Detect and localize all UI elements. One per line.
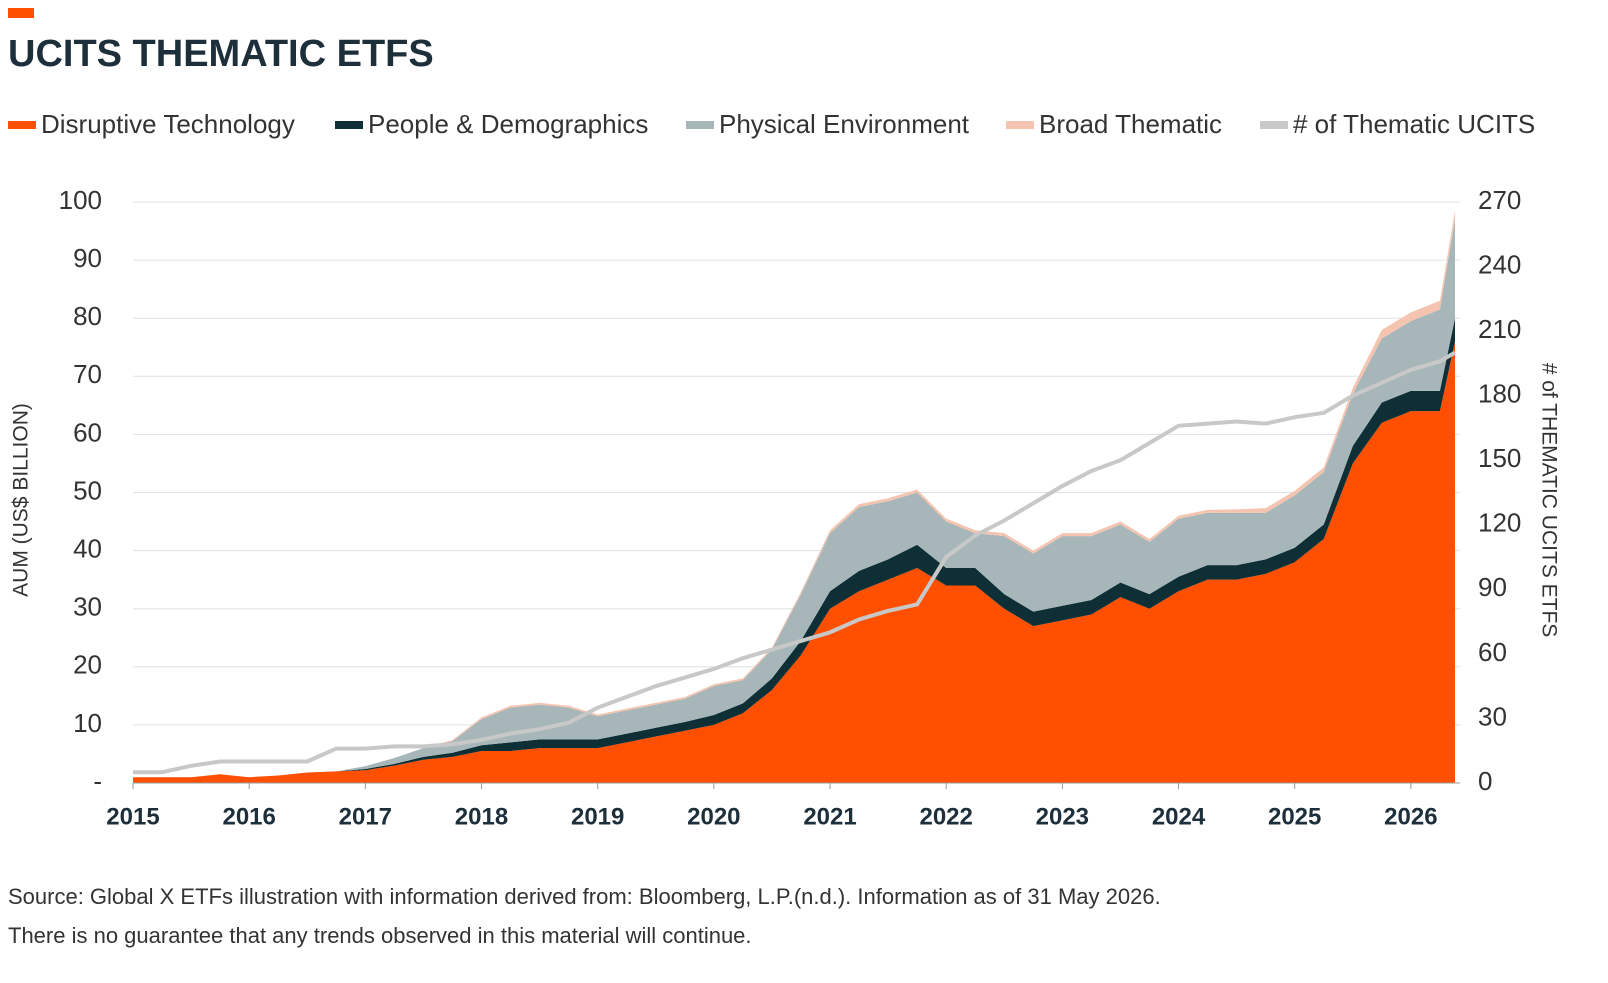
source-note: Source: Global X ETFs illustration with … <box>8 884 1161 909</box>
y-tick-label: - <box>93 766 102 796</box>
y-tick-label: 40 <box>73 533 102 563</box>
legend-swatch <box>335 121 363 129</box>
y2-tick-label: 210 <box>1478 314 1521 344</box>
y-tick-label: 60 <box>73 417 102 447</box>
chart-title: UCITS THEMATIC ETFS <box>8 33 434 75</box>
y2-tick-label: 30 <box>1478 701 1507 731</box>
y2-tick-label: 240 <box>1478 249 1521 279</box>
legend-swatch <box>686 121 714 129</box>
legend-label: Disruptive Technology <box>41 109 295 139</box>
y2-axis-title: # of THEMATIC UCITS ETFS <box>1537 363 1560 638</box>
x-tick-label: 2021 <box>803 803 856 830</box>
x-tick-label: 2015 <box>106 803 159 830</box>
y-axis-title: AUM (US$ BILLION) <box>10 403 33 597</box>
x-tick-label: 2022 <box>919 803 972 830</box>
y-tick-label: 20 <box>73 650 102 680</box>
x-tick-label: 2016 <box>222 803 275 830</box>
title-accent <box>8 8 34 18</box>
y-tick-label: 90 <box>73 243 102 273</box>
legend-label: Broad Thematic <box>1039 109 1222 139</box>
x-tick-label: 2017 <box>339 803 392 830</box>
legend-swatch <box>1006 121 1034 129</box>
legend-label: People & Demographics <box>368 109 648 139</box>
legend-swatch <box>1260 121 1288 129</box>
y-tick-label: 30 <box>73 592 102 622</box>
y2-tick-label: 270 <box>1478 185 1521 215</box>
x-tick-label: 2018 <box>455 803 508 830</box>
x-tick-label: 2025 <box>1268 803 1321 830</box>
y2-tick-label: 120 <box>1478 508 1521 538</box>
disclaimer: There is no guarantee that any trends ob… <box>8 923 752 948</box>
x-tick-label: 2019 <box>571 803 624 830</box>
y2-tick-label: 90 <box>1478 572 1507 602</box>
y-tick-label: 50 <box>73 475 102 505</box>
y2-tick-label: 0 <box>1478 766 1492 796</box>
area <box>133 341 1455 783</box>
legend-label: Physical Environment <box>719 109 970 139</box>
x-tick-label: 2026 <box>1384 803 1437 830</box>
legend-swatch <box>8 121 36 129</box>
y-tick-label: 100 <box>59 185 102 215</box>
y2-tick-label: 150 <box>1478 443 1521 473</box>
y-tick-label: 10 <box>73 708 102 738</box>
y2-tick-label: 60 <box>1478 637 1507 667</box>
x-tick-label: 2024 <box>1152 803 1206 830</box>
y-tick-label: 80 <box>73 301 102 331</box>
line-series <box>133 350 1456 775</box>
x-tick-label: 2023 <box>1036 803 1089 830</box>
x-tick-label: 2020 <box>687 803 740 830</box>
y2-tick-label: 180 <box>1478 379 1521 409</box>
y-tick-label: 70 <box>73 359 102 389</box>
legend-label: # of Thematic UCITS <box>1293 109 1535 139</box>
